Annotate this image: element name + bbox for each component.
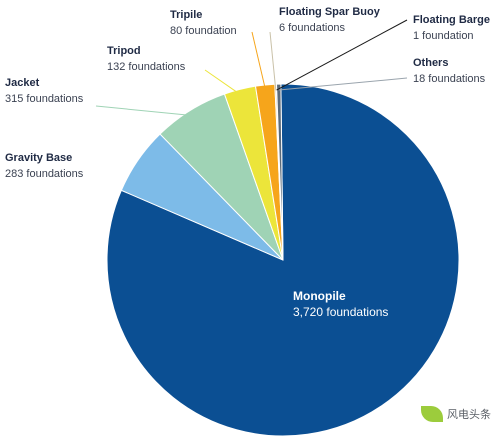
slice-value-floating-spar-buoy: 6 foundations — [279, 22, 346, 34]
leader-line-floating-barge — [276, 19, 408, 91]
slice-label-monopile: Monopile — [293, 289, 346, 303]
slice-value-tripile: 80 foundation — [170, 25, 237, 37]
slice-label-floating-spar-buoy: Floating Spar Buoy — [279, 6, 381, 18]
leader-line-tripod — [204, 69, 242, 96]
slice-label-others: Others — [413, 57, 448, 69]
leader-line-tripile — [251, 31, 267, 91]
watermark-text: 风电头条 — [447, 408, 491, 421]
slice-label-tripod: Tripod — [107, 45, 141, 57]
leader-line-floating-spar-buoy — [269, 31, 277, 91]
slice-value-floating-barge: 1 foundation — [413, 30, 474, 42]
pie-slice-others — [276, 83, 284, 261]
watermark: 风电头条 — [421, 406, 491, 422]
leader-line-gravity-base — [123, 163, 144, 189]
pie-slices-group — [106, 83, 460, 437]
slice-value-tripod: 132 foundations — [107, 61, 186, 73]
leader-line-jacket — [95, 105, 194, 117]
slice-value-gravity-base: 283 foundations — [5, 168, 84, 180]
leaf-logo-icon — [421, 406, 443, 422]
slice-label-tripile: Tripile — [170, 9, 202, 21]
slice-value-jacket: 315 foundations — [5, 93, 84, 105]
slice-label-floating-barge: Floating Barge — [413, 14, 490, 26]
slice-label-jacket: Jacket — [5, 77, 40, 89]
slice-value-monopile: 3,720 foundations — [293, 305, 388, 319]
leader-line-others — [278, 77, 408, 91]
slice-labels-group: Monopile 3,720 foundations Gravity Base 283… — [5, 6, 490, 319]
slice-value-others: 18 foundations — [413, 73, 486, 85]
leader-lines-group — [95, 19, 408, 189]
slice-label-gravity-base: Gravity Base — [5, 152, 72, 164]
